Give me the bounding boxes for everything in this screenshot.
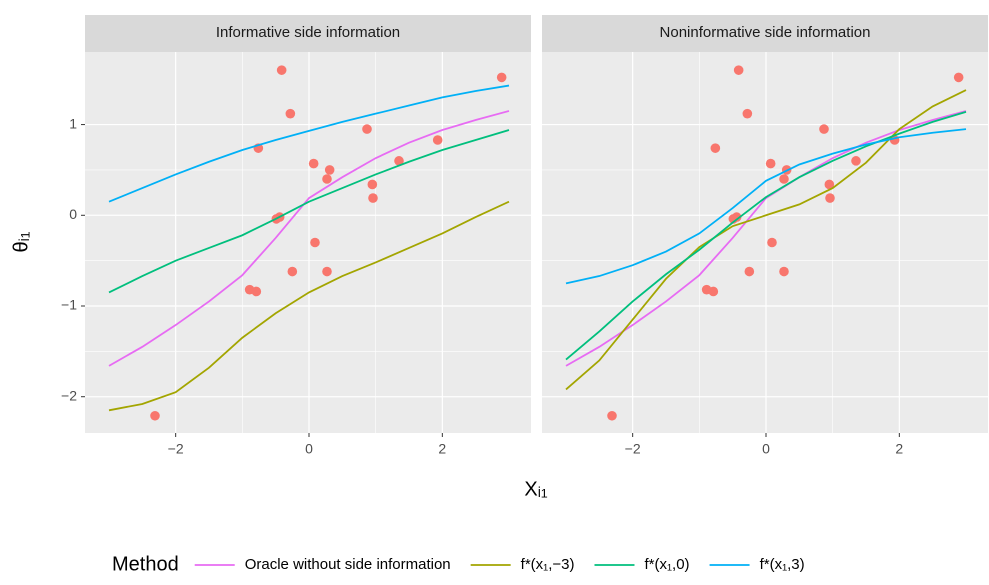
chart: Xᵢ₁ θᵢ₁ Informative side information −2 −1… xyxy=(0,0,989,585)
legend-label: f*(x₁,0) xyxy=(644,556,689,573)
data-point xyxy=(322,174,332,184)
data-point xyxy=(779,267,789,277)
data-point xyxy=(368,193,378,203)
x-axis-label: Xᵢ₁ xyxy=(524,478,547,500)
data-point xyxy=(252,287,262,297)
data-point xyxy=(325,165,335,175)
y-tick-label: −1 xyxy=(61,297,77,313)
legend-label: Oracle without side information xyxy=(245,556,451,573)
data-point xyxy=(743,109,753,119)
data-point xyxy=(309,159,319,169)
data-point xyxy=(711,143,721,153)
y-tick-label: −2 xyxy=(61,387,77,403)
data-point xyxy=(362,124,372,134)
x-tick-label: 0 xyxy=(305,441,313,457)
legend-title: Method xyxy=(112,553,179,575)
data-point xyxy=(766,159,776,169)
panel-title: Informative side information xyxy=(216,24,400,41)
data-point xyxy=(767,238,777,248)
data-point xyxy=(288,267,298,277)
data-point xyxy=(709,287,719,297)
data-point xyxy=(825,193,835,203)
data-point xyxy=(954,73,964,83)
x-tick-label: −2 xyxy=(625,441,641,457)
data-point xyxy=(819,124,829,134)
y-tick-label: 0 xyxy=(69,206,77,222)
data-point xyxy=(497,73,507,83)
data-point xyxy=(607,411,617,421)
legend-label: f*(x₁,3) xyxy=(760,556,805,573)
legend-label: f*(x₁,−3) xyxy=(521,556,575,573)
data-point xyxy=(150,411,160,421)
panel-background xyxy=(85,52,531,433)
data-point xyxy=(734,65,744,75)
data-point xyxy=(745,267,755,277)
data-point xyxy=(322,267,332,277)
data-point xyxy=(779,174,789,184)
data-point xyxy=(433,135,443,145)
y-tick-label: 1 xyxy=(69,115,77,131)
data-point xyxy=(277,65,287,75)
x-tick-label: 2 xyxy=(438,441,446,457)
y-axis-label: θᵢ₁ xyxy=(10,231,32,252)
data-point xyxy=(851,156,861,166)
x-tick-label: 0 xyxy=(762,441,770,457)
data-point xyxy=(286,109,296,119)
data-point xyxy=(310,238,320,248)
data-point xyxy=(368,180,378,190)
panel-background xyxy=(542,52,988,433)
x-tick-label: 2 xyxy=(895,441,903,457)
x-tick-label: −2 xyxy=(168,441,184,457)
panel-title: Noninformative side information xyxy=(660,24,871,41)
